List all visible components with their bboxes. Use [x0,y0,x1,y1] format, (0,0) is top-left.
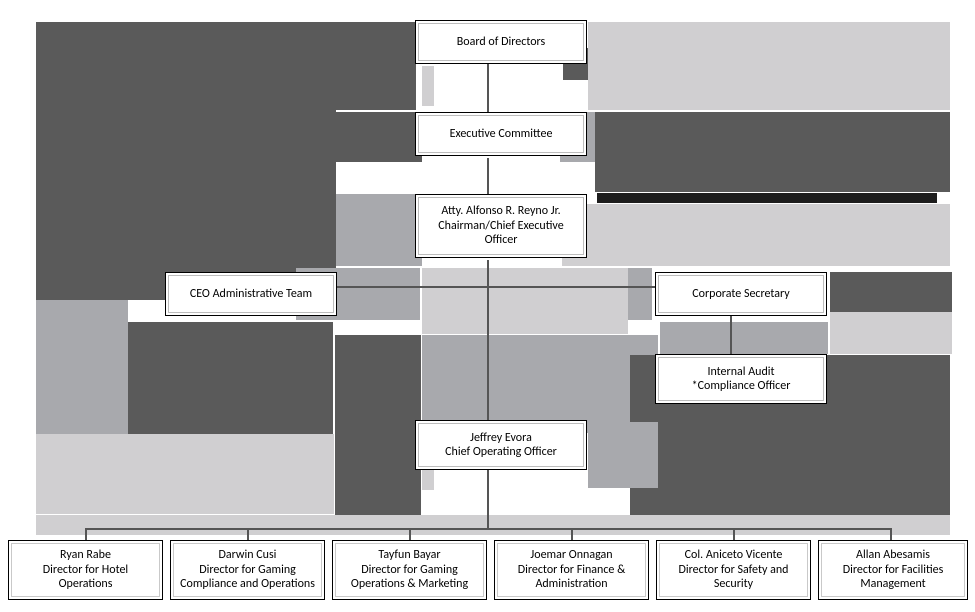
org-chart: Winford Manila Resort and Casino [0,0,975,612]
line3: Officer [485,233,518,247]
node-director-finance-admin: Joemar Onnagan Director for Finance & Ad… [494,540,649,600]
title: Director for Gaming Operations & Marketi… [339,563,480,592]
label: Board of Directors [457,35,545,49]
line1: Jeffrey Evora [470,431,532,445]
title: Director for Finance & Administration [501,563,642,592]
node-director-gaming-ops-mkt: Tayfun Bayar Director for Gaming Operati… [332,540,487,600]
node-executive-committee: Executive Committee [415,112,587,156]
node-director-gaming-compliance: Darwin Cusi Director for Gaming Complian… [170,540,325,600]
name: Allan Abesamis [856,548,930,562]
node-internal-audit: Internal Audit *Compliance Officer [655,354,827,404]
title: Director for Safety and Security [663,563,804,592]
title: Director for Gaming Compliance and Opera… [177,563,318,592]
line1: Atty. Alfonso R. Reyno Jr. [441,204,560,218]
line2: *Compliance Officer [692,379,791,393]
node-ceo: Atty. Alfonso R. Reyno Jr. Chairman/Chie… [415,194,587,258]
label: Corporate Secretary [692,287,789,301]
node-corporate-secretary: Corporate Secretary [655,272,827,316]
title: Director for Facilities Management [825,563,961,592]
node-coo: Jeffrey Evora Chief Operating Officer [415,420,587,470]
node-director-facilities: Allan Abesamis Director for Facilities M… [818,540,968,600]
node-ceo-admin-team: CEO Administrative Team [165,272,337,316]
line1: Internal Audit [707,365,774,379]
name: Darwin Cusi [219,548,277,562]
name: Joemar Onnagan [530,548,612,562]
name: Col. Aniceto Vicente [685,548,783,562]
line2: Chairman/Chief Executive [438,219,563,233]
name: Tayfun Bayar [378,548,440,562]
node-director-safety-security: Col. Aniceto Vicente Director for Safety… [656,540,811,600]
line2: Chief Operating Officer [445,445,557,459]
label: CEO Administrative Team [190,287,312,301]
name: Ryan Rabe [60,548,111,562]
node-board-of-directors: Board of Directors [415,20,587,64]
title: Director for Hotel Operations [15,563,156,592]
label: Executive Committee [450,127,553,141]
node-director-hotel-ops: Ryan Rabe Director for Hotel Operations [8,540,163,600]
